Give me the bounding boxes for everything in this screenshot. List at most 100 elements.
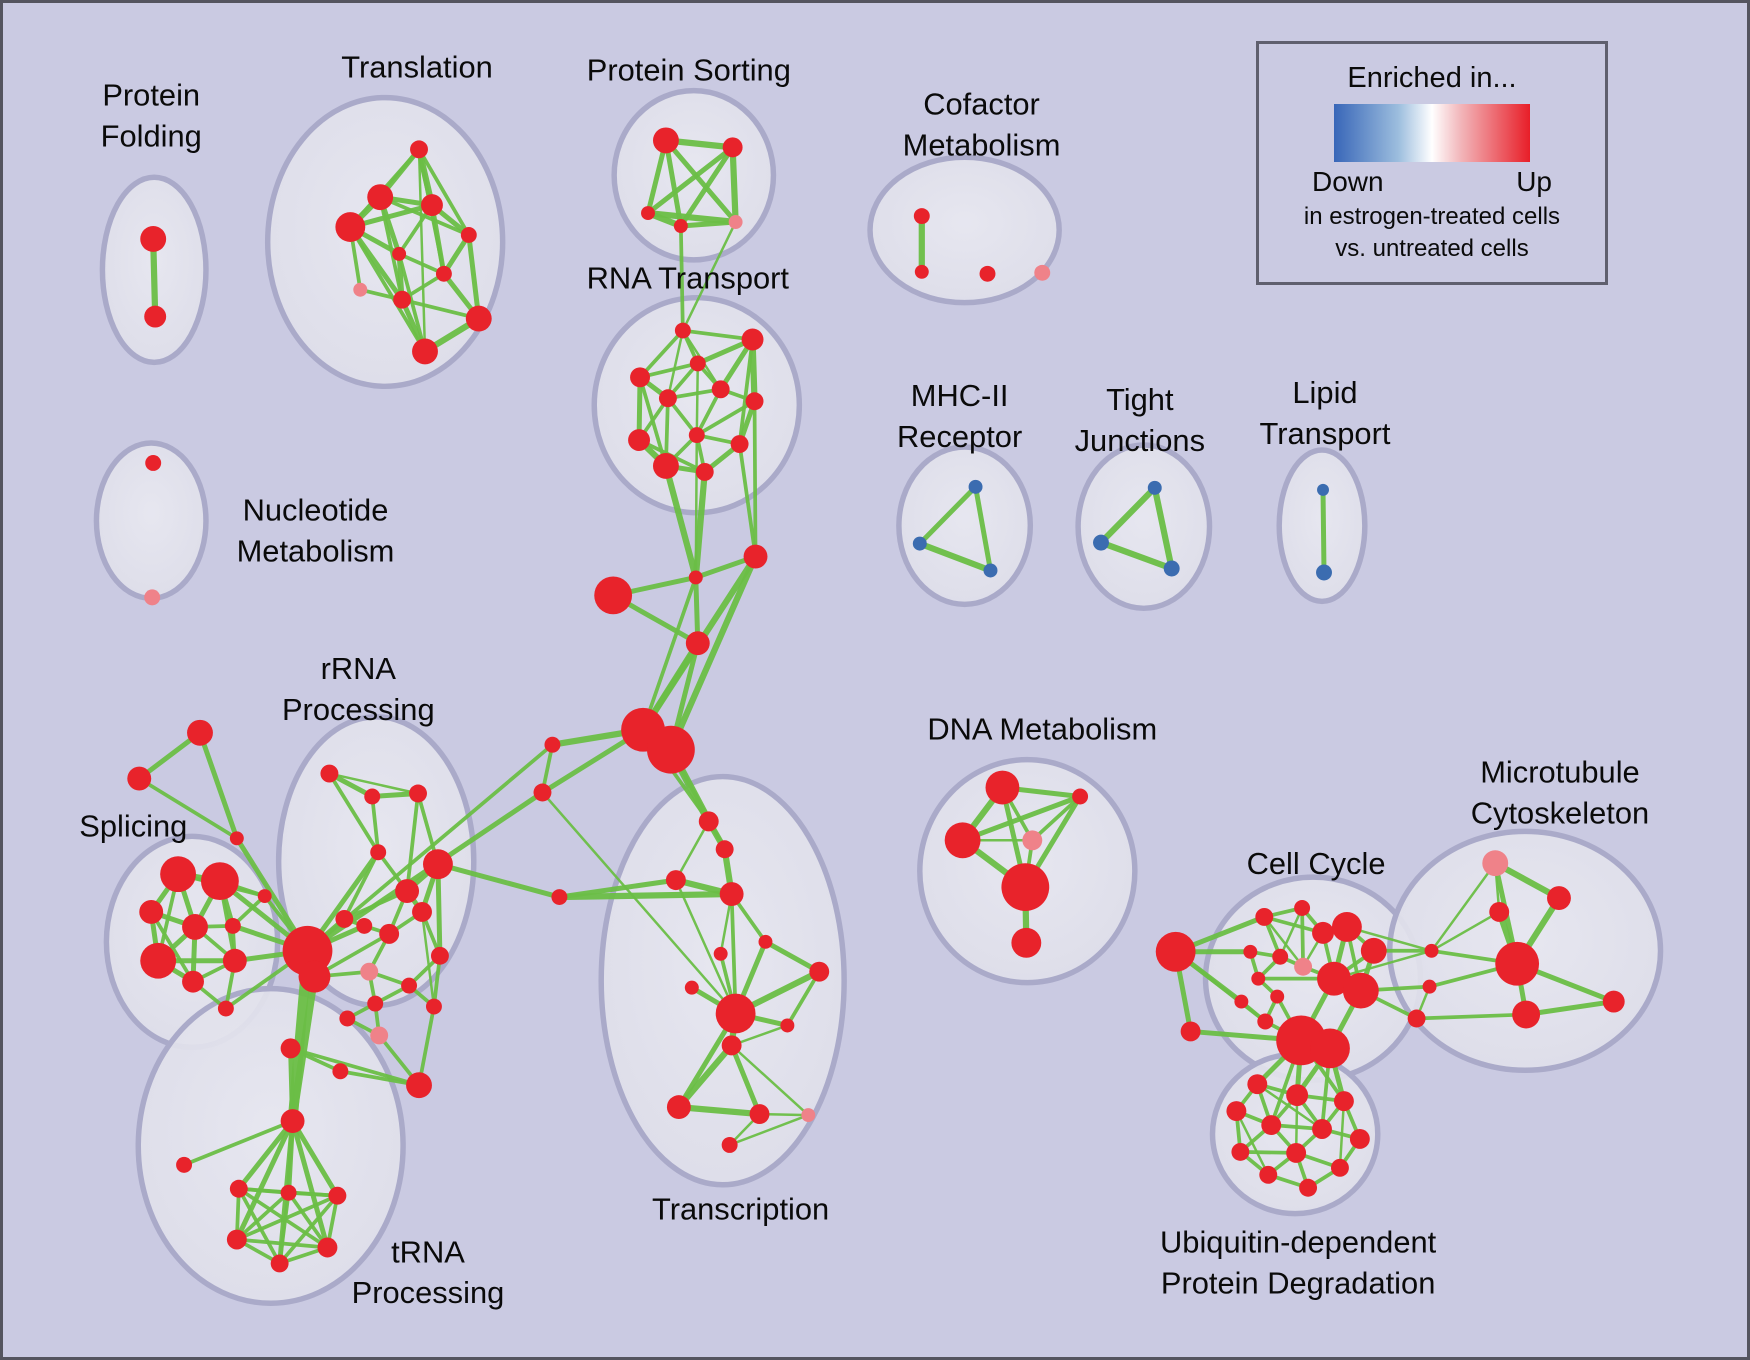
gene-set-node: [379, 923, 400, 944]
gene-set-node: [364, 788, 381, 805]
cluster-label-transcription: Transcription: [652, 1192, 829, 1227]
gene-set-node: [401, 977, 418, 994]
gene-set-node: [1407, 1009, 1426, 1028]
cluster-label-protein-sorting: Protein Sorting: [587, 53, 791, 88]
edge: [236, 1186, 282, 1266]
gene-set-node: [719, 882, 744, 906]
gene-set-node: [652, 127, 679, 154]
cluster-label-mhc-ii-receptor: MHC-II Receptor: [897, 378, 1022, 454]
gene-set-node: [730, 435, 749, 454]
gene-set-node: [944, 822, 981, 859]
cluster-label-nucleotide-metabolism: Nucleotide Metabolism: [237, 493, 395, 569]
cluster-label-translation: Translation: [341, 50, 493, 85]
edge: [1523, 999, 1617, 1018]
gene-set-node: [367, 184, 394, 211]
cluster-label-rna-transport: RNA Transport: [587, 261, 790, 296]
edge: [417, 1004, 436, 1088]
edge: [728, 1113, 810, 1147]
edge: [327, 771, 381, 855]
gene-set-node: [280, 1109, 305, 1133]
gene-set-node: [1257, 1013, 1274, 1030]
gene-set-node: [465, 305, 492, 332]
edge: [638, 328, 685, 380]
gene-set-node: [695, 462, 714, 481]
gene-set-node: [335, 212, 366, 242]
gene-set-node: [1022, 830, 1043, 851]
gene-set-node: [140, 226, 167, 252]
gene-set-node: [370, 844, 387, 861]
edge: [681, 220, 737, 332]
edge: [729, 892, 738, 1016]
edge: [1320, 487, 1327, 575]
gene-set-node: [1317, 961, 1351, 996]
cluster-label-microtubule-cytoskeleton: Microtubule Cytoskeleton: [1471, 755, 1649, 831]
gene-set-node: [713, 946, 728, 961]
gene-set-node: [1001, 863, 1050, 911]
edge: [692, 468, 708, 581]
gene-set-node: [1422, 979, 1437, 994]
edge: [435, 861, 562, 900]
cluster-ellipse-tight-junctions: [1075, 442, 1213, 612]
gene-set-node: [182, 913, 208, 940]
gene-set-node: [139, 900, 164, 924]
gene-set-node: [743, 544, 768, 569]
gene-set-node: [745, 392, 764, 411]
edge: [666, 329, 685, 400]
enrichment-gradient-bar: [1334, 104, 1530, 162]
edge: [417, 148, 427, 353]
cluster-ellipse-cofactor-metabolism: [867, 154, 1062, 306]
edge: [917, 484, 979, 547]
gene-set-node: [1286, 1142, 1307, 1163]
edge: [1430, 910, 1501, 953]
gene-set-node: [1349, 1129, 1370, 1149]
edge: [678, 219, 739, 229]
gene-set-node: [370, 1026, 389, 1045]
edge: [1151, 484, 1175, 572]
edge: [695, 362, 700, 437]
legend-up-label: Up: [1516, 166, 1552, 197]
gene-set-node: [1231, 1142, 1250, 1161]
edge: [277, 1193, 340, 1266]
edge: [645, 144, 736, 216]
edge: [137, 776, 239, 841]
edge: [662, 462, 699, 581]
gene-set-node: [721, 1136, 738, 1153]
gene-set-node: [425, 998, 442, 1015]
gene-set-node: [1226, 1101, 1247, 1122]
edge: [1430, 861, 1497, 953]
edge: [429, 202, 447, 277]
gene-set-node: [551, 889, 568, 906]
gene-set-node: [641, 206, 655, 221]
gene-set-node: [392, 246, 407, 261]
edge: [960, 793, 1083, 843]
gene-set-node: [1310, 1028, 1350, 1069]
edge: [400, 297, 481, 321]
edge: [197, 730, 240, 841]
edge: [675, 1103, 763, 1118]
legend-title: Enriched in...: [1347, 62, 1517, 94]
edge: [641, 575, 698, 732]
gene-set-node: [983, 563, 998, 578]
edge: [288, 1045, 296, 1124]
gene-set-node: [1312, 921, 1334, 944]
edge: [644, 209, 739, 226]
edge: [762, 939, 822, 975]
cluster-label-ubiquitin-degradation: Ubiquitin-dependent Protein Degradation: [1160, 1224, 1437, 1300]
gene-set-node: [145, 454, 162, 471]
gene-set-node: [741, 328, 764, 351]
gene-set-node: [226, 1229, 247, 1250]
cluster-label-tight-junctions: Tight Junctions: [1075, 382, 1205, 458]
gene-set-node: [280, 1038, 301, 1059]
edge: [737, 337, 755, 446]
gene-set-node: [1261, 1115, 1282, 1135]
edge: [556, 890, 735, 901]
edge: [234, 1193, 340, 1242]
edge: [1278, 906, 1304, 959]
gene-set-node: [968, 479, 983, 494]
gene-set-node: [1247, 1074, 1268, 1095]
gene-set-node: [409, 784, 427, 803]
gene-set-node: [280, 1184, 297, 1201]
gene-set-node: [1489, 902, 1510, 922]
gene-set-node: [1360, 937, 1387, 964]
edge: [752, 399, 758, 559]
